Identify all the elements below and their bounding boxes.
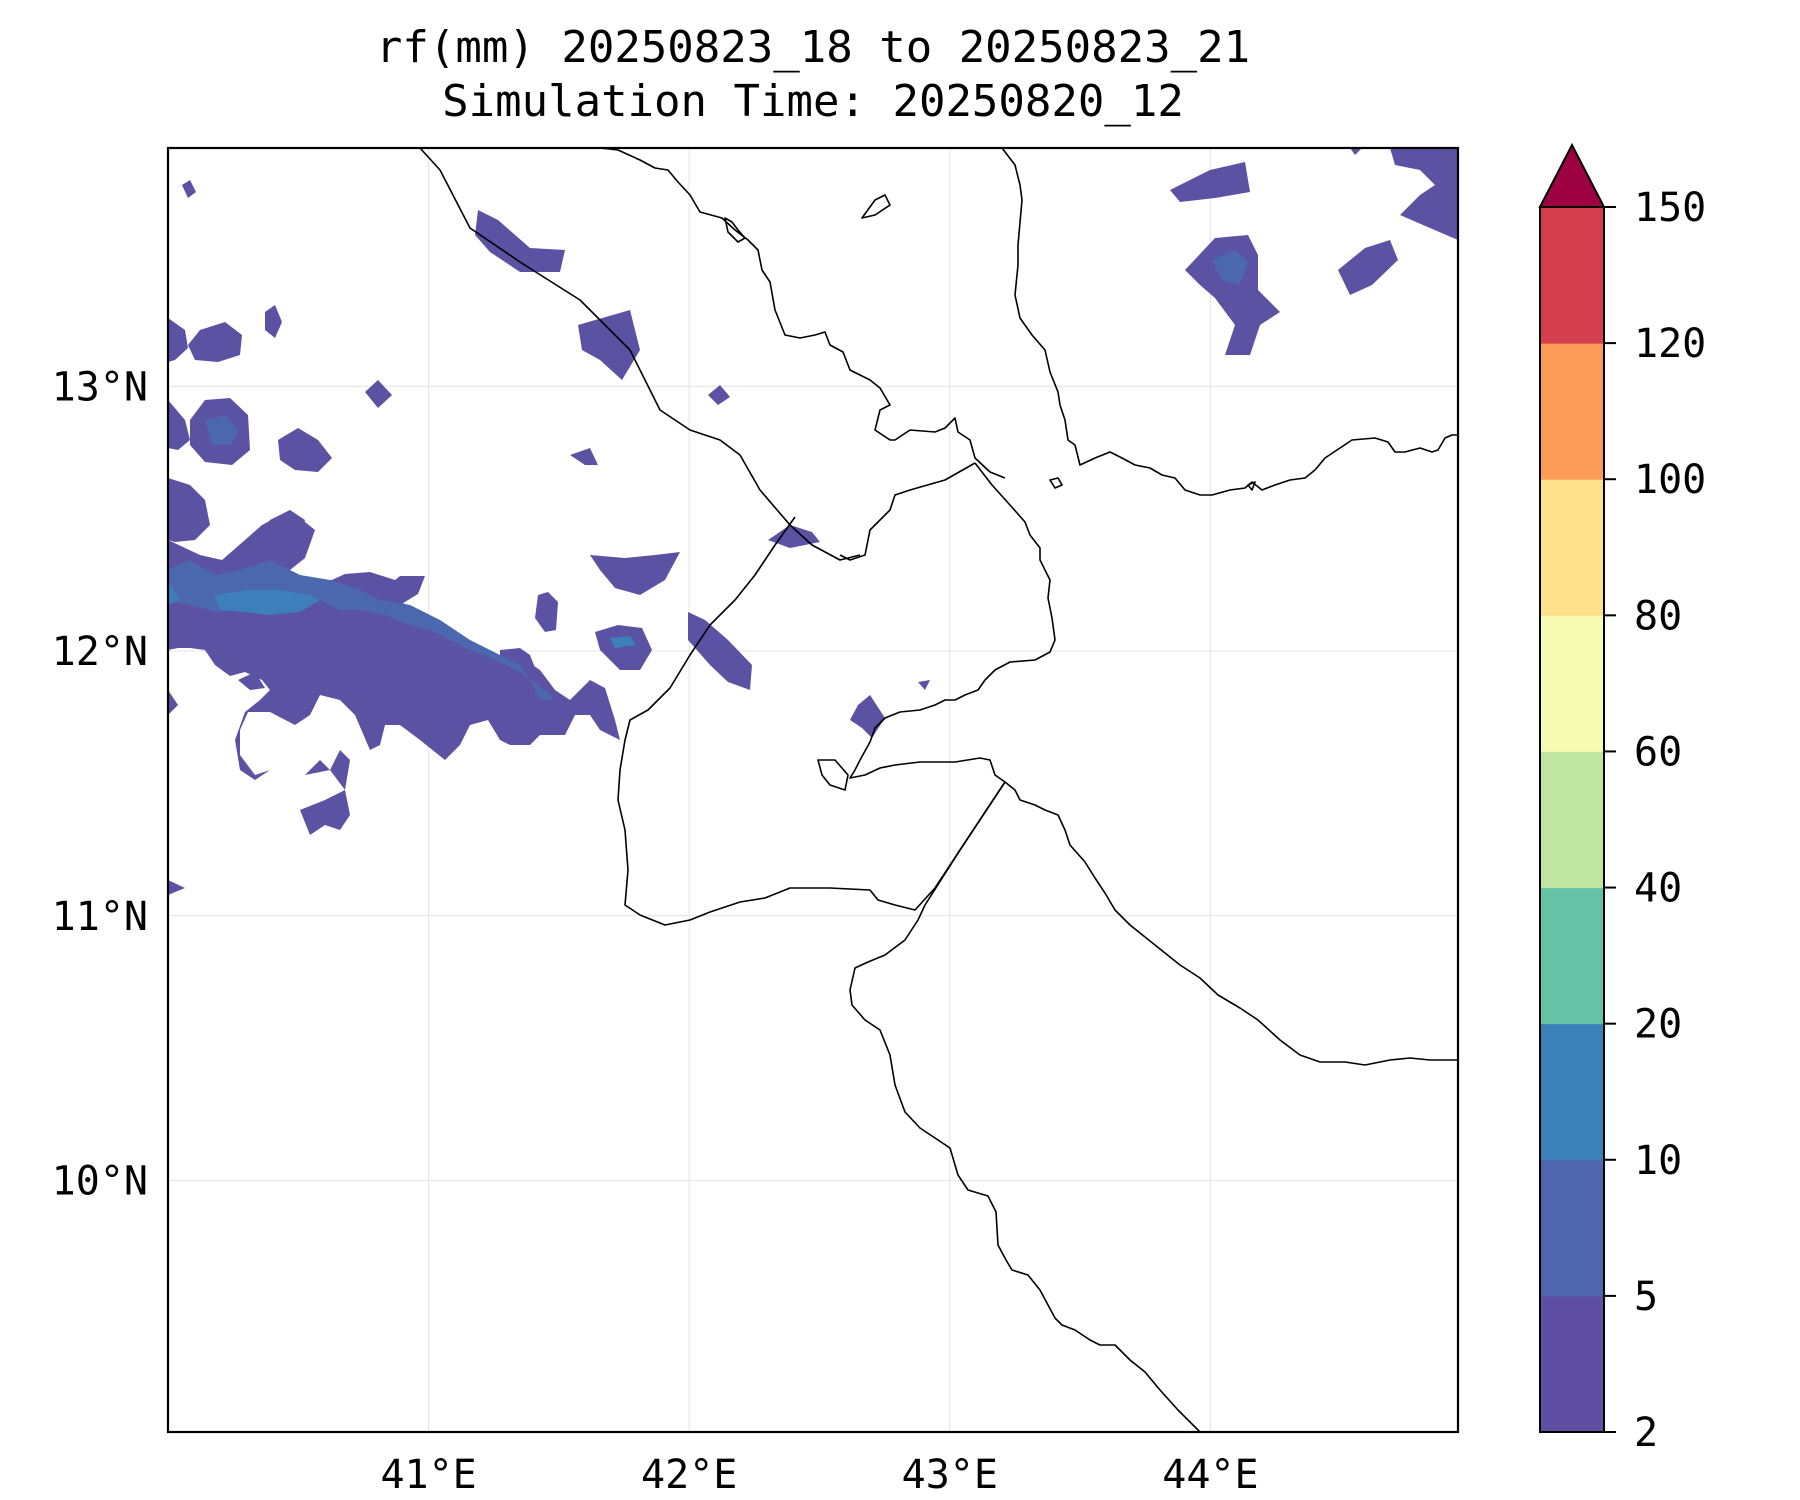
rain-cell-west-2 xyxy=(188,322,242,362)
rain-cell-central-2 xyxy=(535,592,558,632)
rain-cell-nw-5 xyxy=(578,310,640,380)
rain-cell-nw-1 xyxy=(182,180,196,198)
rain-cell-ne-5 xyxy=(1390,148,1458,240)
rain-cell-west-7 xyxy=(168,690,178,715)
coastline-yemen xyxy=(1001,148,1458,496)
rain-cell-ne-1 xyxy=(1170,162,1250,202)
colorbar-band xyxy=(1540,343,1604,480)
rain-cell-west-3 xyxy=(168,400,190,450)
rain-cell-central-3 xyxy=(595,625,652,670)
lon-tick-label: 41°E xyxy=(380,1452,476,1498)
rain-cell-west-6 xyxy=(168,478,210,542)
rain-cell-nw-3 xyxy=(365,380,392,408)
colorbar-tick-label: 10 xyxy=(1634,1138,1682,1184)
coastline-djibouti-north xyxy=(839,462,976,561)
lat-tick-label: 11°N xyxy=(52,894,148,940)
coastline-djibouti xyxy=(849,462,1458,1066)
colorbar-band xyxy=(1540,1295,1604,1433)
island-tadjoura xyxy=(817,759,849,791)
title-line-2: Simulation Time: 20250820_12 xyxy=(442,76,1184,127)
rain-cell-central-1 xyxy=(590,552,680,595)
colorbar-band xyxy=(1540,207,1604,344)
precip-field xyxy=(168,148,1458,895)
map-frame xyxy=(166,146,1460,1434)
colorbar-tick-label: 40 xyxy=(1634,866,1682,912)
border-ethiopia-djibouti xyxy=(617,516,1006,926)
rain-cell-ne-2-core xyxy=(1212,250,1248,285)
island-perim xyxy=(1049,477,1063,489)
colorbar-tick-label: 5 xyxy=(1634,1274,1658,1320)
rain-cell-nw-7 xyxy=(570,448,598,465)
rain-cell-ne-4 xyxy=(1350,148,1362,155)
rain-cell-central-5 xyxy=(768,525,820,548)
border-djibouti-somalia xyxy=(849,781,1201,1432)
longitude-tick-labels: 41°E 42°E 43°E 44°E xyxy=(380,1452,1258,1498)
rain-cell-west-4-core xyxy=(205,415,238,445)
colorbar-tick-label: 100 xyxy=(1634,457,1706,503)
rain-cell-west-1 xyxy=(168,318,188,362)
colorbar-band xyxy=(1540,751,1604,889)
colorbar-frame xyxy=(1539,206,1605,1433)
colorbar: 2 5 10 20 40 60 80 100 120 150 xyxy=(1538,142,1706,1456)
rain-cell-nw-4 xyxy=(475,210,565,272)
lat-tick-label: 12°N xyxy=(52,629,148,675)
title-line-1: rf(mm) 20250823_18 to 20250823_21 xyxy=(376,22,1250,73)
latitude-tick-labels: 13°N 12°N 11°N 10°N xyxy=(52,364,148,1204)
rain-cell-central-4 xyxy=(688,612,752,690)
colorbar-tick-label: 120 xyxy=(1634,321,1706,367)
island-eritrea-small xyxy=(724,217,746,243)
map-panel: 41°E 42°E 43°E 44°E 13°N 12°N 11°N 10°N xyxy=(52,146,1460,1498)
colorbar-band xyxy=(1540,1023,1604,1161)
rain-cell-nw-2 xyxy=(265,305,282,338)
coastlines-and-borders xyxy=(419,148,1458,1432)
lon-tick-label: 42°E xyxy=(641,1452,737,1498)
colorbar-tick-label: 150 xyxy=(1634,185,1706,231)
rain-cell-central-6 xyxy=(918,680,930,690)
colorbar-tick-label: 60 xyxy=(1634,729,1682,775)
colorbar-tick-label: 20 xyxy=(1634,1002,1682,1048)
rain-cell-ne-3 xyxy=(1338,240,1398,295)
rain-cell-central-3-core xyxy=(610,636,636,648)
lat-tick-label: 13°N xyxy=(52,364,148,410)
island-dahlak xyxy=(861,194,891,219)
lon-tick-label: 44°E xyxy=(1162,1452,1258,1498)
rain-area-western-band-high xyxy=(168,580,320,615)
colorbar-tick-label: 80 xyxy=(1634,593,1682,639)
rain-cell-west-5 xyxy=(278,428,332,472)
rain-cell-nw-6 xyxy=(708,385,730,405)
colorbar-band xyxy=(1540,615,1604,752)
colorbar-extend-arrow xyxy=(1538,142,1606,208)
rain-cell-west-8 xyxy=(238,672,265,690)
rain-cell-ne-2 xyxy=(1185,235,1280,355)
rain-cell-west-9 xyxy=(168,880,185,895)
lat-tick-label: 10°N xyxy=(52,1158,148,1204)
border-ethiopia-eritrea xyxy=(419,148,861,561)
coastline-eritrea xyxy=(599,148,1006,479)
lon-tick-label: 43°E xyxy=(902,1452,998,1498)
colorbar-tick-label: 2 xyxy=(1634,1410,1658,1456)
colorbar-band xyxy=(1540,887,1604,1025)
map-background xyxy=(168,148,1458,1432)
colorbar-band xyxy=(1540,1159,1604,1297)
island-yemen-small xyxy=(1247,481,1256,491)
colorbar-band xyxy=(1540,479,1604,616)
